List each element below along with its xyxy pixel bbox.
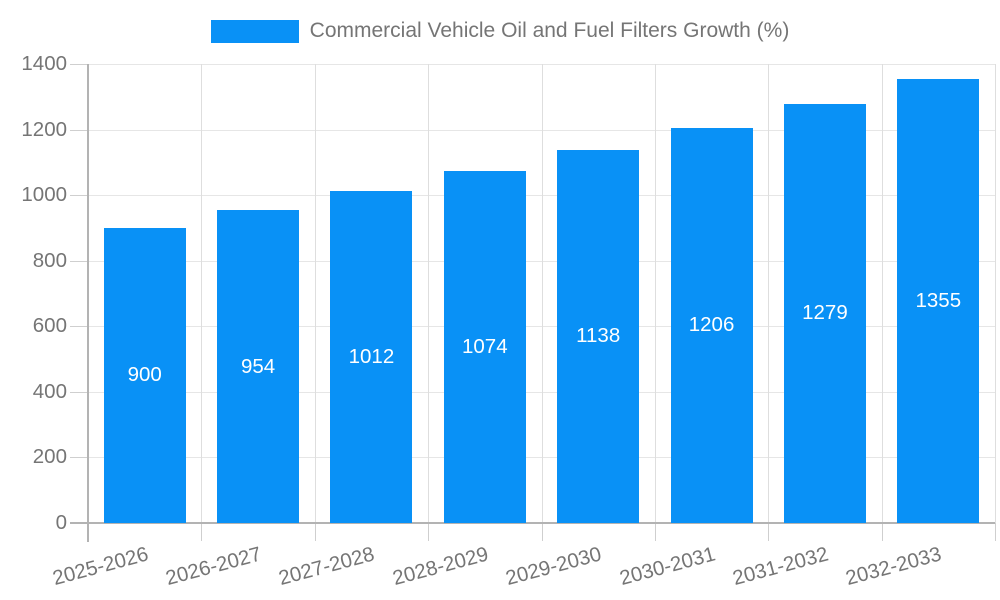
y-axis-tick <box>70 260 88 262</box>
bar-value-label: 900 <box>127 363 162 387</box>
gridline-vertical <box>314 64 316 523</box>
bar: 1206 <box>670 127 753 523</box>
y-axis-label: 1400 <box>21 52 67 75</box>
bar-value-label: 1355 <box>915 288 962 312</box>
y-axis-tick <box>70 457 88 459</box>
gridline-vertical <box>201 64 203 523</box>
gridline-vertical <box>995 64 996 523</box>
x-axis-label: 2026-2027 <box>163 542 264 591</box>
x-axis-tick <box>314 523 316 541</box>
x-axis-line <box>70 522 995 524</box>
x-axis-label: 2025-2026 <box>49 542 151 591</box>
x-axis-label: 2031-2032 <box>730 542 831 591</box>
plot-area: 0 200 400 600 800 1000 1200 1400 900 2025-2026 954… <box>21 52 996 590</box>
y-axis-tick <box>70 195 88 197</box>
y-axis-label: 1200 <box>21 117 67 141</box>
x-axis-label: 2029-2030 <box>503 542 605 591</box>
legend-swatch <box>210 19 299 43</box>
x-axis-tick <box>768 523 770 541</box>
gridline-vertical <box>428 64 430 523</box>
x-axis-tick <box>201 523 203 541</box>
bar-value-label: 1138 <box>576 324 621 348</box>
bar: 954 <box>217 210 300 523</box>
x-axis-label: 2030-2031 <box>616 542 718 591</box>
y-axis-tick <box>70 391 88 393</box>
y-axis-tick <box>70 64 88 65</box>
bar-value-label: 1206 <box>688 313 735 337</box>
x-axis-tick <box>428 523 430 541</box>
bar: 900 <box>103 227 186 523</box>
bar: 1074 <box>443 170 526 523</box>
bar: 1279 <box>783 103 866 523</box>
y-axis-tick <box>70 129 88 131</box>
y-axis-line <box>87 64 89 542</box>
gridline-vertical <box>768 64 770 523</box>
x-axis-tick <box>881 523 883 541</box>
x-axis-tick <box>654 523 656 541</box>
x-axis-tick <box>541 523 543 541</box>
x-axis-label: 2027-2028 <box>276 542 378 591</box>
y-axis-label: 400 <box>32 379 67 403</box>
x-axis-label: 2032-2033 <box>843 542 945 591</box>
bar-value-label: 954 <box>240 354 276 378</box>
y-axis-label: 600 <box>32 314 67 338</box>
bar-value-label: 1074 <box>462 334 508 358</box>
bar-value-label: 1012 <box>348 345 395 369</box>
y-axis-label: 1000 <box>21 183 67 207</box>
gridline-vertical <box>654 64 656 523</box>
y-axis-label: 0 <box>55 511 67 534</box>
gridline-vertical <box>881 64 883 523</box>
y-axis-label: 800 <box>32 248 67 272</box>
legend-series-label: Commercial Vehicle Oil and Fuel Filters … <box>309 19 790 42</box>
y-axis-label: 200 <box>32 445 67 469</box>
bar: 1355 <box>897 78 980 523</box>
bar: 1138 <box>557 149 640 523</box>
gridline-vertical <box>541 64 543 523</box>
legend: Commercial Vehicle Oil and Fuel Filters … <box>0 19 1000 43</box>
bar-value-label: 1279 <box>802 301 848 325</box>
x-axis-label: 2028-2029 <box>390 542 491 591</box>
x-axis-tick <box>995 523 996 541</box>
bar: 1012 <box>330 191 413 523</box>
y-axis-tick <box>70 326 88 328</box>
